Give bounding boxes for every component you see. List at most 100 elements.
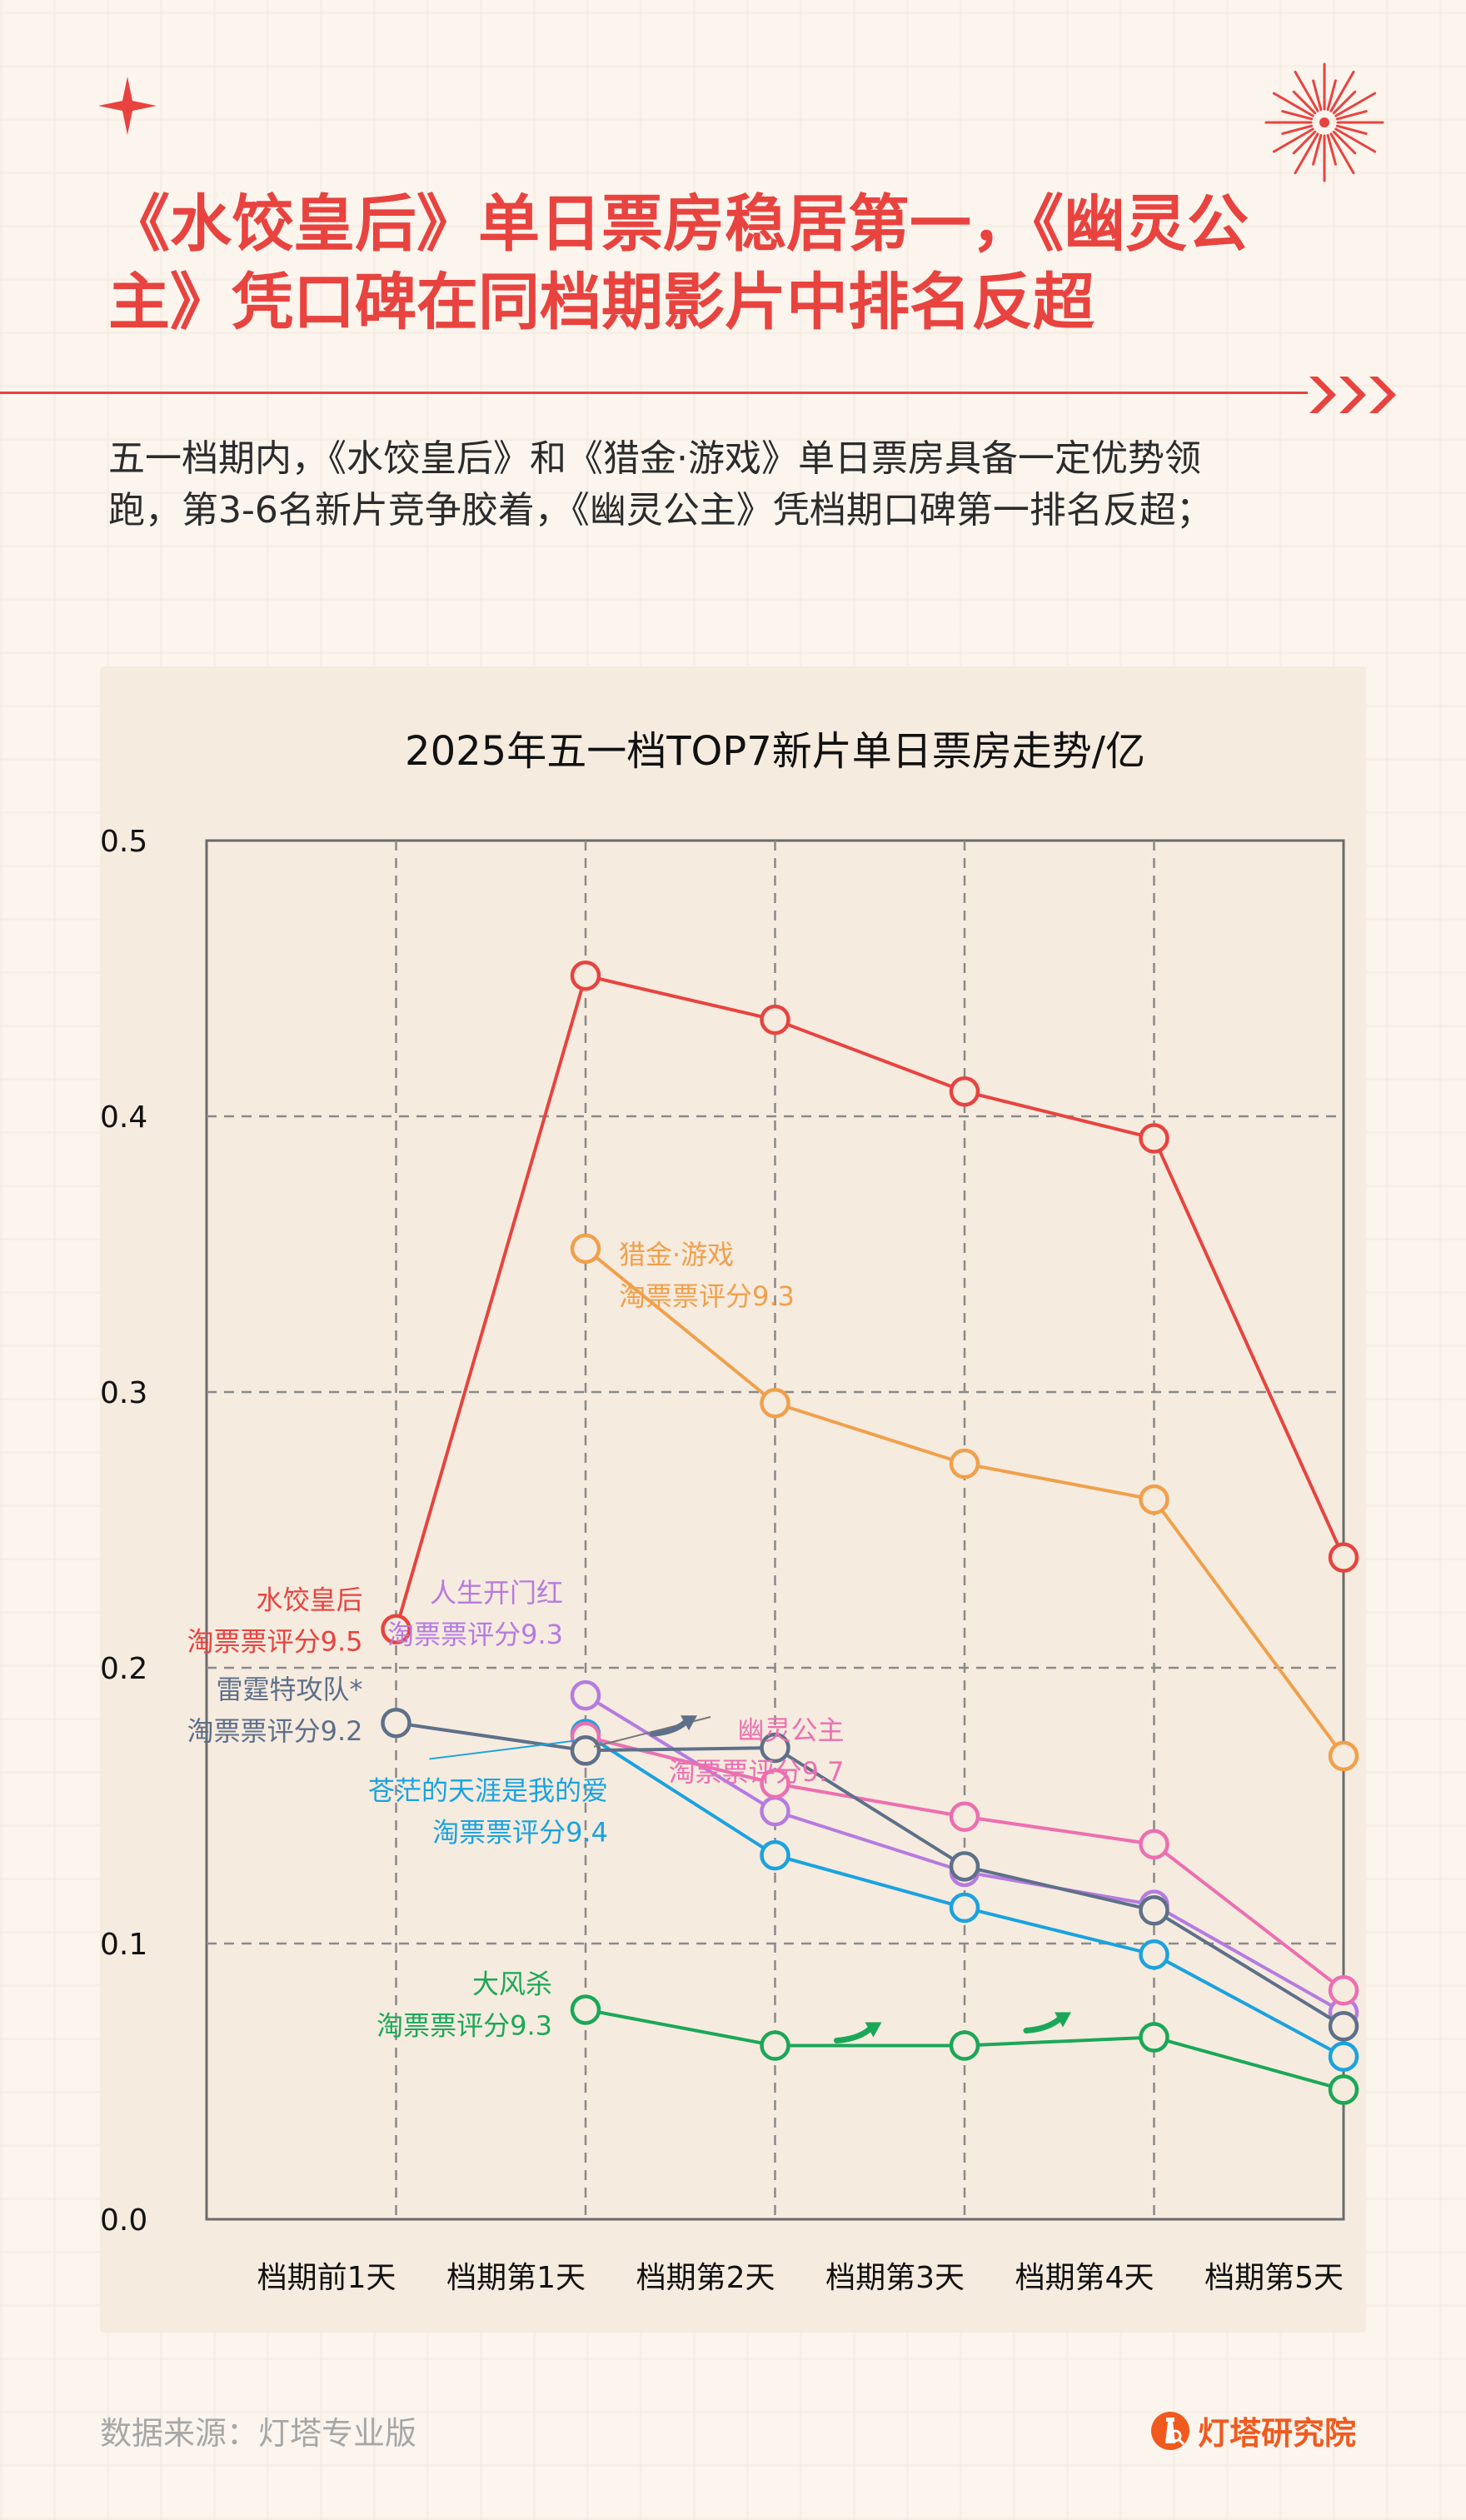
series-line bbox=[584, 1247, 1345, 1758]
firework-ray bbox=[1332, 90, 1357, 115]
data-point bbox=[949, 1448, 980, 1480]
data-point bbox=[760, 1004, 790, 1035]
page-title: 《水饺皇后》单日票房稳居第一，《幽灵公 主》凭口碑在同档期影片中排名反超 bbox=[108, 185, 1374, 342]
lighthouse-logo-icon bbox=[1151, 2411, 1189, 2450]
y-tick-label: 0.2 bbox=[100, 1652, 147, 1686]
firework-ray bbox=[1292, 130, 1317, 155]
trend-arrow-head bbox=[1055, 2012, 1071, 2028]
series-label-name: 雷霆特攻队* bbox=[216, 1674, 362, 1705]
chart-title: 2025年五一档TOP7新片单日票房走势/亿 bbox=[405, 728, 1145, 775]
series-label-rating: 淘票票评分9.5 bbox=[187, 1626, 363, 1658]
data-point bbox=[1139, 1123, 1169, 1154]
firework-icon bbox=[1264, 62, 1384, 182]
data-point bbox=[570, 1233, 601, 1265]
trend-arrow bbox=[834, 2025, 873, 2043]
series-label-name: 人生开门红 bbox=[430, 1577, 563, 1609]
data-point bbox=[760, 1839, 790, 1871]
y-tick-label: 0.0 bbox=[100, 2203, 147, 2238]
brand-name: 灯塔研究院 bbox=[1198, 2415, 1357, 2452]
firework-ray bbox=[1329, 70, 1355, 112]
subtitle-line-2: 跑，第3-6名新片竞争胶着，《幽灵公主》凭档期口碑第一排名反超； bbox=[108, 489, 1213, 531]
data-point bbox=[949, 1892, 980, 1924]
sparkle-star-icon bbox=[98, 77, 157, 135]
series-label-name: 水饺皇后 bbox=[256, 1584, 362, 1616]
firework-ray bbox=[1272, 127, 1314, 153]
trend-arrow-head bbox=[681, 1715, 697, 1731]
firework-ray bbox=[1281, 110, 1314, 121]
line-chart: 2025年五一档TOP7新片单日票房走势/亿 0.0 0.1 0.2 0.3 0.4 0.5… bbox=[100, 728, 1359, 2295]
firework-ray bbox=[1334, 92, 1377, 117]
trend-arrow-head bbox=[865, 2022, 882, 2038]
series-label-name: 猎金·游戏 bbox=[619, 1239, 734, 1270]
data-point bbox=[381, 1707, 411, 1739]
data-point bbox=[1328, 1542, 1359, 1573]
data-point bbox=[1139, 1895, 1169, 1926]
chart-panel: 2025年五一档TOP7新片单日票房走势/亿 0.0 0.1 0.2 0.3 0.4 0.5… bbox=[100, 666, 1366, 2333]
data-point bbox=[760, 1795, 790, 1827]
firework-ray bbox=[1281, 124, 1314, 135]
y-tick-label: 0.3 bbox=[100, 1376, 147, 1410]
leader-line bbox=[429, 1739, 576, 1760]
series-line bbox=[396, 1721, 1345, 2028]
data-point bbox=[1328, 1975, 1359, 2006]
data-point bbox=[1328, 1740, 1359, 1772]
firework-ray bbox=[1326, 133, 1337, 166]
subtitle-line-1: 五一档期内，《水饺皇后》和《猎金·游戏》单日票房具备一定优势领 bbox=[108, 437, 1201, 480]
data-source: 数据来源：灯塔专业版 bbox=[100, 2415, 417, 2452]
title-line-2: 主》凭口碑在同档期影片中排名反超 bbox=[108, 267, 1095, 338]
firework-ray bbox=[1334, 127, 1377, 153]
title-divider bbox=[0, 392, 1308, 394]
data-point bbox=[1139, 2022, 1169, 2053]
firework-ray bbox=[1292, 90, 1317, 115]
data-point bbox=[1328, 2041, 1359, 2072]
firework-ray bbox=[1332, 130, 1357, 155]
data-point bbox=[1139, 1484, 1169, 1515]
y-tick-label: 0.4 bbox=[100, 1100, 147, 1135]
firework-ray bbox=[1329, 132, 1355, 175]
data-point bbox=[949, 1851, 980, 1882]
series-label-rating: 淘票票评分9.3 bbox=[376, 2009, 552, 2041]
subtitle: 五一档期内，《水饺皇后》和《猎金·游戏》单日票房具备一定优势领 跑，第3-6名新… bbox=[108, 433, 1374, 536]
y-tick-label: 0.5 bbox=[100, 825, 147, 859]
series-label-rating: 淘票票评分9.4 bbox=[432, 1816, 608, 1848]
trend-arrow bbox=[649, 1719, 689, 1737]
series-label-rating: 淘票票评分9.3 bbox=[619, 1280, 795, 1312]
series-label-name: 大风杀 bbox=[472, 1968, 552, 1999]
data-point bbox=[760, 1732, 790, 1764]
firework-ray bbox=[1335, 124, 1368, 135]
series-label-name: 苍茫的天涯是我的爱 bbox=[368, 1774, 608, 1806]
x-tick-label: 档期第4天 bbox=[1015, 2261, 1154, 2295]
x-tick-label: 档期第1天 bbox=[446, 2261, 586, 2295]
x-tick-label: 档期前1天 bbox=[257, 2261, 396, 2295]
data-point bbox=[949, 1801, 980, 1832]
firework-center bbox=[1319, 117, 1329, 127]
x-tick-label: 档期第5天 bbox=[1204, 2261, 1344, 2295]
series-line bbox=[394, 973, 1345, 1630]
data-point bbox=[381, 1614, 411, 1644]
series-label-rating: 淘票票评分9.7 bbox=[669, 1756, 845, 1788]
data-point bbox=[1139, 1939, 1169, 1970]
firework-ray bbox=[1326, 79, 1337, 112]
series-label-name: 幽灵公主 bbox=[737, 1714, 844, 1746]
firework-ray bbox=[1294, 132, 1319, 175]
firework-ray bbox=[1272, 92, 1314, 117]
firework-ray bbox=[1335, 110, 1368, 121]
data-point bbox=[949, 1075, 980, 1107]
data-point bbox=[949, 2030, 980, 2061]
y-tick-label: 0.1 bbox=[100, 1928, 147, 1962]
title-line-1: 《水饺皇后》单日票房稳居第一，《幽灵公 bbox=[108, 188, 1249, 260]
firework-ray bbox=[1312, 79, 1323, 112]
data-point bbox=[570, 1679, 601, 1711]
data-point bbox=[570, 1735, 601, 1766]
firework-ray bbox=[1294, 70, 1319, 112]
series-label-rating: 淘票票评分9.2 bbox=[187, 1715, 363, 1747]
x-tick-label: 档期第2天 bbox=[636, 2261, 775, 2295]
data-point bbox=[1328, 2074, 1359, 2105]
series-label-rating: 淘票票评分9.3 bbox=[387, 1619, 563, 1650]
trend-arrow bbox=[1023, 2015, 1063, 2033]
x-tick-label: 档期第3天 bbox=[825, 2261, 965, 2295]
data-point bbox=[760, 1768, 790, 1799]
data-point bbox=[570, 960, 601, 991]
data-point bbox=[570, 1994, 601, 2025]
